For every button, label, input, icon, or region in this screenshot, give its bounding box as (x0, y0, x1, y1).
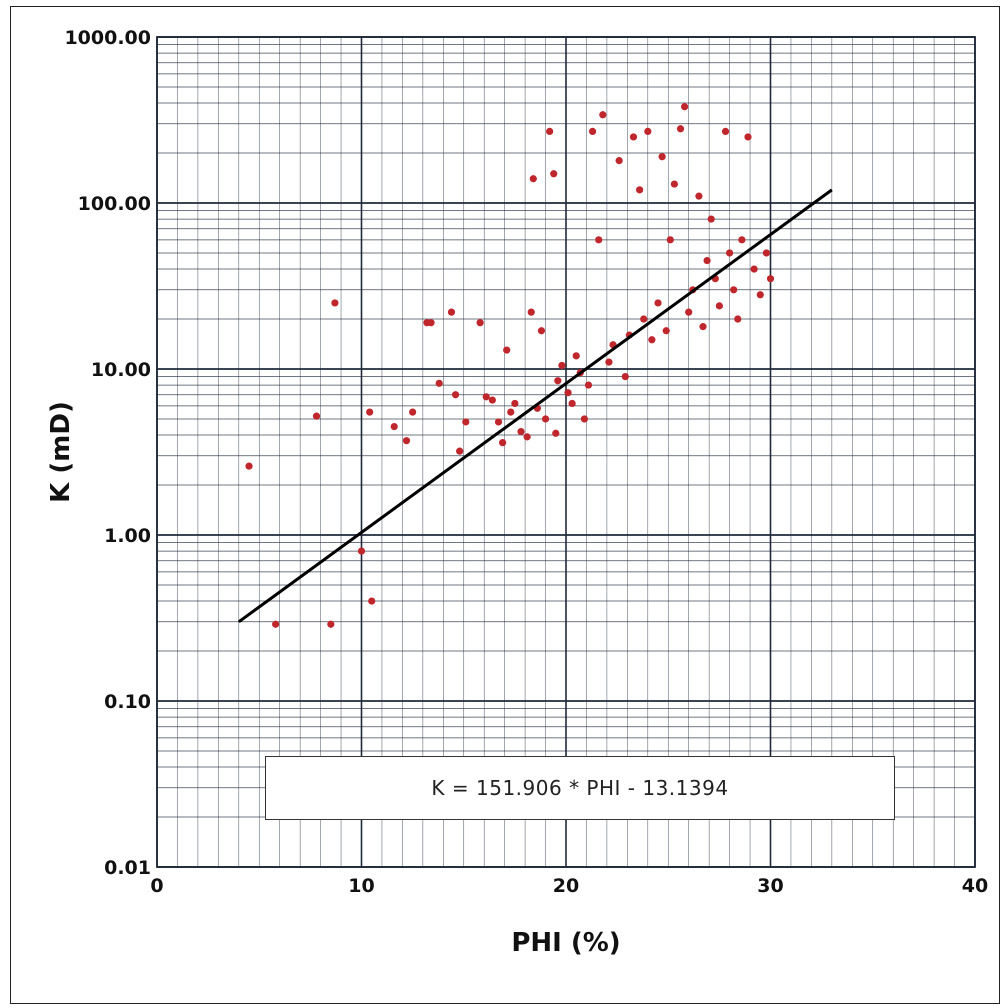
data-point (621, 372, 629, 381)
data-point (435, 379, 443, 387)
grid (156, 36, 976, 868)
x-axis-label: PHI (%) (511, 928, 620, 958)
plot-border (156, 36, 976, 868)
data-point (629, 133, 638, 141)
data-point (766, 275, 775, 283)
y-tick-label: 100.00 (78, 193, 151, 215)
data-point (685, 308, 693, 316)
data-point (572, 352, 580, 360)
data-point (482, 393, 490, 401)
regression-equation: K = 151.906 * PHI - 13.1394 (431, 776, 729, 800)
data-point (658, 153, 666, 161)
data-point (427, 319, 435, 327)
data-point (527, 308, 535, 316)
fit-line-group (237, 188, 833, 624)
data-point (451, 391, 460, 399)
data-point (676, 125, 685, 133)
x-tick-label: 0 (150, 875, 163, 897)
data-point (644, 127, 652, 135)
data-point (552, 429, 560, 437)
y-tick-label: 0.10 (104, 691, 151, 713)
data-point (662, 327, 670, 335)
y-tick-label: 0.01 (104, 857, 151, 879)
data-point (584, 381, 593, 389)
data-point (703, 256, 711, 265)
data-point (707, 215, 715, 223)
data-point (558, 361, 566, 370)
data-point (488, 396, 496, 404)
data-point (368, 597, 376, 605)
data-point (744, 133, 752, 141)
data-point (726, 249, 734, 257)
data-point (390, 422, 398, 431)
y-tick-label: 10.00 (91, 359, 151, 381)
data-point (529, 175, 537, 183)
tick-labels: 0.01 0.10 1.00 10.00 100.00 1000.00 0 10 20 30 40 (64, 27, 988, 897)
data-point (654, 299, 662, 307)
data-point (511, 399, 519, 408)
data-point (670, 180, 678, 188)
data-point (750, 265, 758, 273)
data-point (409, 408, 417, 416)
y-tick-label: 1.00 (104, 525, 151, 547)
data-point (517, 427, 525, 436)
data-point (599, 111, 607, 119)
data-point (681, 103, 689, 111)
data-point (568, 399, 576, 408)
data-point (541, 415, 550, 423)
data-point (648, 336, 656, 344)
data-point (721, 127, 730, 135)
data-point (447, 308, 456, 316)
data-point (595, 236, 603, 244)
data-point (550, 170, 558, 178)
x-tick-label: 20 (553, 875, 579, 897)
data-point (476, 319, 484, 327)
data-point (738, 236, 746, 244)
data-point (730, 286, 738, 294)
data-point (494, 418, 503, 426)
data-point (272, 620, 280, 628)
data-point (327, 620, 335, 628)
data-point (715, 302, 723, 310)
data-point (564, 389, 572, 397)
regression-equation-box: K = 151.906 * PHI - 13.1394 (265, 756, 895, 820)
data-points (245, 103, 775, 628)
data-point (605, 358, 613, 366)
data-point (357, 547, 366, 555)
data-point (546, 127, 554, 135)
x-tick-label: 30 (757, 875, 783, 897)
data-point (503, 346, 511, 354)
data-point (695, 192, 703, 200)
data-point (523, 433, 531, 441)
data-point (245, 462, 253, 470)
x-tick-label: 10 (348, 875, 374, 897)
data-point (640, 315, 648, 323)
data-point (462, 418, 470, 426)
data-point (734, 315, 742, 323)
data-point (456, 447, 464, 455)
data-point (615, 157, 623, 165)
fit-line (237, 188, 833, 624)
data-point (666, 236, 674, 244)
data-point (312, 412, 321, 420)
x-tick-label: 40 (962, 875, 988, 897)
data-point (762, 249, 771, 257)
y-tick-label: 1000.00 (64, 27, 151, 49)
y-axis-label: K (mD) (46, 401, 76, 503)
data-point (554, 377, 562, 385)
data-point (331, 299, 339, 307)
data-point (588, 127, 597, 135)
data-point (580, 415, 589, 423)
data-point (636, 186, 644, 194)
data-point (507, 408, 515, 416)
data-point (699, 323, 707, 331)
data-point (756, 291, 764, 299)
data-point (499, 439, 507, 447)
data-point (366, 408, 374, 416)
data-point (402, 437, 411, 445)
data-point (537, 327, 546, 335)
